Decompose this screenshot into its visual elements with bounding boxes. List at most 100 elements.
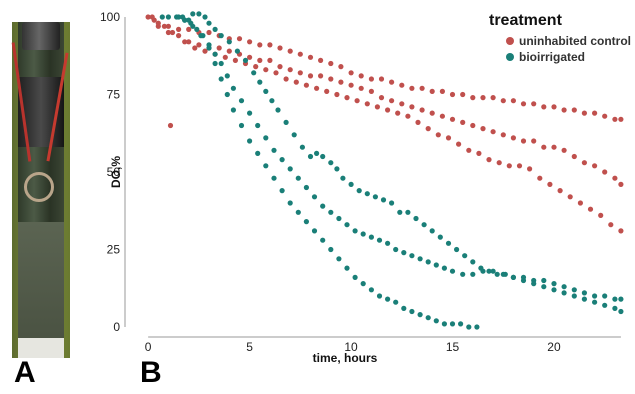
y-tick-label: 75 — [107, 88, 121, 102]
data-point — [561, 284, 567, 290]
core-bottom-plug — [18, 338, 64, 358]
data-point — [592, 293, 598, 299]
data-point — [336, 256, 342, 262]
data-point — [360, 231, 366, 237]
data-point — [496, 160, 502, 166]
y-tick-label: 25 — [107, 243, 121, 257]
data-point — [291, 132, 297, 138]
data-point — [449, 91, 456, 98]
data-point — [376, 237, 383, 243]
legend-swatch-control — [506, 37, 514, 45]
data-point — [182, 39, 188, 45]
data-point — [176, 26, 182, 32]
data-point — [399, 82, 405, 88]
data-point — [318, 57, 324, 64]
data-point — [577, 200, 584, 206]
data-point — [470, 259, 476, 265]
data-point — [527, 166, 533, 172]
data-point — [531, 138, 537, 144]
data-point — [571, 107, 577, 113]
data-point — [571, 287, 577, 293]
data-point — [602, 169, 608, 175]
data-point — [500, 132, 506, 138]
data-point — [413, 215, 419, 222]
data-point — [238, 122, 245, 129]
data-point — [520, 101, 527, 107]
data-point — [368, 287, 374, 293]
data-point — [439, 88, 445, 94]
data-point — [247, 110, 253, 116]
data-point — [520, 277, 527, 284]
data-point — [510, 98, 516, 104]
data-point — [557, 188, 563, 194]
legend-label-bioirrigated: bioirrigated — [519, 50, 585, 64]
data-point — [190, 11, 196, 17]
data-point — [581, 110, 588, 116]
data-point — [295, 209, 301, 215]
data-point — [425, 315, 431, 321]
data-point — [242, 57, 249, 64]
data-point — [303, 219, 309, 225]
data-point — [344, 222, 350, 228]
data-point — [176, 14, 182, 20]
data-point — [551, 104, 557, 110]
data-point — [212, 60, 218, 67]
data-point — [230, 85, 236, 91]
data-point — [226, 48, 232, 54]
data-point — [212, 51, 218, 57]
data-point — [541, 144, 547, 150]
data-point — [571, 153, 577, 160]
data-point — [334, 91, 340, 98]
data-point — [429, 88, 435, 94]
data-point — [466, 147, 472, 153]
data-point — [356, 188, 362, 194]
data-point — [232, 57, 238, 64]
data-point — [551, 287, 557, 293]
data-point — [182, 17, 188, 23]
data-point — [202, 48, 208, 54]
data-point — [161, 23, 167, 29]
data-point — [561, 147, 567, 153]
data-point — [263, 88, 269, 94]
data-point — [429, 228, 435, 234]
data-point — [592, 163, 598, 169]
data-point — [612, 116, 618, 122]
data-point — [328, 209, 334, 215]
data-point — [385, 240, 391, 246]
x-tick-label: 15 — [446, 340, 460, 354]
data-point — [433, 262, 439, 268]
data-point — [551, 144, 557, 150]
data-point — [352, 228, 358, 234]
data-point — [439, 113, 445, 119]
data-point — [344, 95, 350, 101]
data-point — [364, 191, 370, 197]
data-point — [401, 250, 407, 256]
data-point — [247, 39, 253, 45]
legend-label-control: uninhabited control — [519, 34, 631, 48]
data-point — [267, 57, 273, 64]
data-point — [236, 36, 243, 42]
data-point — [196, 11, 202, 17]
data-point — [466, 324, 472, 330]
data-point — [612, 305, 618, 311]
data-point — [419, 85, 425, 91]
data-point — [389, 98, 395, 104]
data-point — [257, 79, 263, 85]
data-point — [480, 268, 486, 274]
data-point — [376, 293, 383, 299]
data-point — [429, 110, 435, 116]
data-point — [287, 48, 293, 54]
data-point — [449, 268, 456, 274]
chart-points — [145, 11, 624, 330]
data-point — [206, 20, 212, 26]
data-point — [602, 302, 608, 308]
data-point — [267, 42, 273, 48]
chart-axes: 0 25 50 75 100 0 5 10 15 20 — [100, 10, 621, 354]
data-point — [458, 321, 464, 327]
data-point — [307, 54, 314, 60]
data-point — [360, 281, 366, 287]
data-point — [279, 188, 285, 194]
data-point — [405, 209, 411, 215]
data-point — [202, 14, 208, 20]
data-point — [486, 268, 492, 274]
